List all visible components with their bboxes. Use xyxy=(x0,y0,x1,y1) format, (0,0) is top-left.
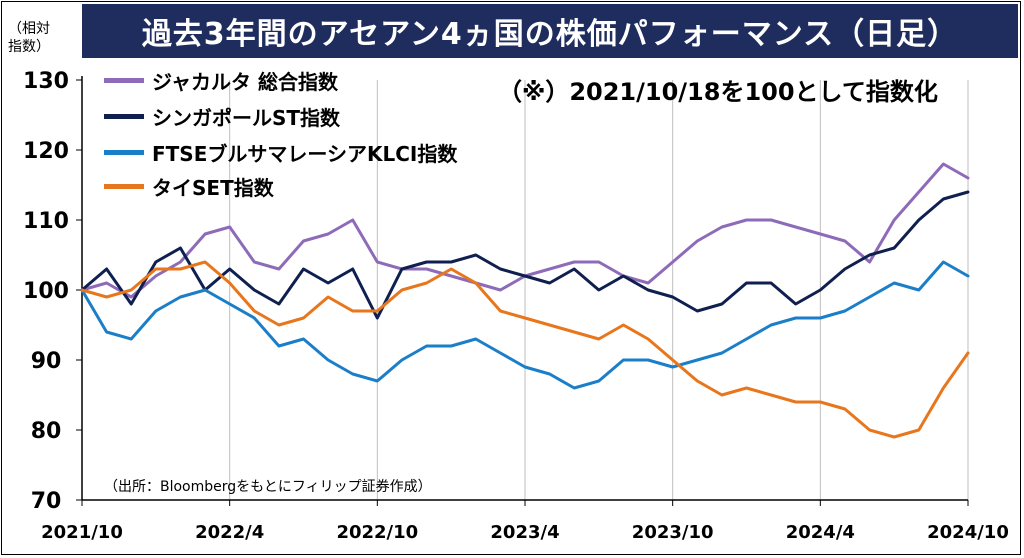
y-tick-label: 130 xyxy=(23,69,69,94)
x-tick-label: 2022/10 xyxy=(336,522,418,543)
series-line-1 xyxy=(80,190,970,320)
x-tick-label: 2022/4 xyxy=(195,522,264,543)
y-tick-label: 100 xyxy=(23,279,69,304)
x-tick-label: 2024/4 xyxy=(786,522,855,543)
series-line-2 xyxy=(80,260,970,390)
y-tick-label: 80 xyxy=(31,419,62,444)
legend-item-jakarta: ジャカルタ 総合指数 xyxy=(104,66,338,95)
legend-swatch-thailand xyxy=(104,184,144,189)
y-tick-label: 90 xyxy=(31,349,62,374)
legend-item-malaysia: FTSEブルサマレーシアKLCI指数 xyxy=(104,138,457,167)
legend-label-singapore: シンガポールST指数 xyxy=(152,106,341,130)
chart-note: （※）2021/10/18を100として指数化 xyxy=(498,78,938,106)
legend-swatch-malaysia xyxy=(104,150,144,155)
chart-title: 過去3年間のアセアン4ヵ国の株価パフォーマンス（日足） xyxy=(82,4,1018,58)
series-line-3 xyxy=(80,260,970,439)
source-note: （出所：Bloombergをもとにフィリップ証券作成） xyxy=(104,479,432,495)
legend-swatch-jakarta xyxy=(104,78,144,83)
legend-label-thailand: タイSET指数 xyxy=(152,176,274,200)
legend-swatch-singapore xyxy=(104,114,144,119)
y-tick-label: 70 xyxy=(31,489,62,514)
legend-label-jakarta: ジャカルタ 総合指数 xyxy=(152,70,338,94)
legend-item-singapore: シンガポールST指数 xyxy=(104,102,340,131)
y-axis-label: （相対 指数） xyxy=(8,21,50,55)
y-tick-label: 110 xyxy=(23,209,69,234)
axis-layer: 2021/10 2022/4 2022/10 2023/4 2023/10 2024/4 2… xyxy=(23,69,1009,543)
x-tick-label: 2023/4 xyxy=(490,522,559,543)
legend-label-malaysia: FTSEブルサマレーシアKLCI指数 xyxy=(152,142,458,166)
legend-item-thailand: タイSET指数 xyxy=(104,172,274,201)
series-layer xyxy=(80,162,970,439)
x-tick-label: 2024/10 xyxy=(927,522,1009,543)
y-tick-label: 120 xyxy=(23,139,69,164)
x-tick-label: 2023/10 xyxy=(632,522,714,543)
x-tick-label: 2021/10 xyxy=(41,522,123,543)
